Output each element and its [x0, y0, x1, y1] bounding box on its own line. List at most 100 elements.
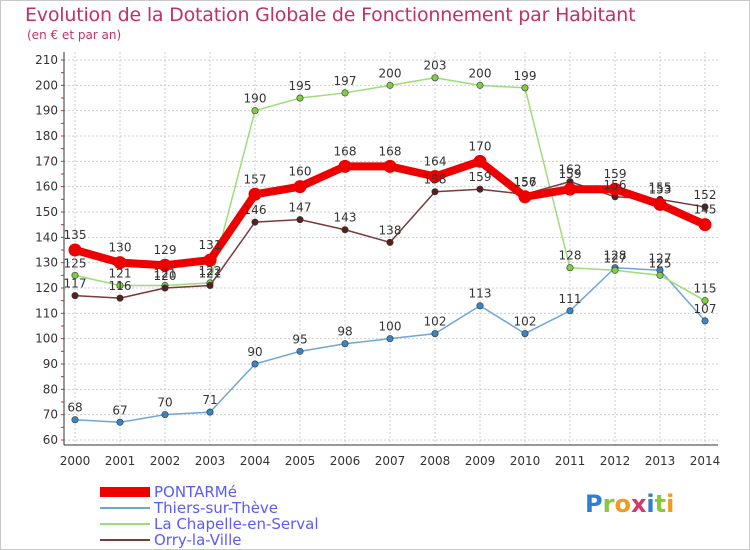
point-pontarme	[383, 159, 397, 173]
point-thiers-sur-the-ve	[161, 411, 169, 419]
data-label-orry-la-ville: 143	[334, 211, 357, 225]
point-orry-la-ville	[296, 216, 304, 224]
point-orry-la-ville	[251, 218, 259, 226]
point-pontarme	[338, 159, 352, 173]
legend-item-orry-la-ville: Orry-la-Ville	[100, 532, 319, 548]
y-tick-label: 80	[43, 382, 58, 396]
data-label-la-chapelle-en-serval: 203	[424, 59, 447, 73]
data-label-orry-la-ville: 156	[604, 178, 627, 192]
data-label-thiers-sur-the-ve: 127	[649, 251, 672, 265]
data-label-pontarme: 170	[469, 139, 492, 153]
data-label-la-chapelle-en-serval: 195	[289, 79, 312, 93]
point-pontarme	[293, 180, 307, 194]
point-la-chapelle-en-serval	[251, 107, 259, 115]
data-label-thiers-sur-the-ve: 90	[247, 345, 262, 359]
point-orry-la-ville	[701, 203, 709, 211]
point-pontarme	[203, 253, 217, 267]
x-tick-label: 2014	[690, 454, 721, 468]
data-label-la-chapelle-en-serval: 128	[559, 249, 582, 263]
point-orry-la-ville	[476, 185, 484, 193]
x-tick-label: 2004	[240, 454, 271, 468]
point-thiers-sur-the-ve	[566, 307, 574, 315]
data-label-orry-la-ville: 157	[514, 175, 537, 189]
point-la-chapelle-en-serval	[386, 81, 394, 89]
legend-item-thiers-sur-the-ve: Thiers-sur-Thève	[100, 500, 319, 516]
point-la-chapelle-en-serval	[71, 271, 79, 279]
data-label-orry-la-ville: 117	[64, 277, 87, 291]
data-label-orry-la-ville: 116	[109, 279, 132, 293]
data-label-thiers-sur-the-ve: 100	[379, 320, 402, 334]
data-label-orry-la-ville: 147	[289, 201, 312, 215]
logo-letter: i	[666, 490, 675, 518]
y-tick-label: 170	[35, 154, 58, 168]
y-tick-label: 70	[43, 408, 58, 422]
data-label-pontarme: 159	[604, 167, 627, 181]
data-label-orry-la-ville: 121	[199, 266, 222, 280]
point-thiers-sur-the-ve	[116, 418, 124, 426]
x-tick-label: 2003	[195, 454, 226, 468]
point-la-chapelle-en-serval	[296, 94, 304, 102]
point-la-chapelle-en-serval	[656, 271, 664, 279]
point-thiers-sur-the-ve	[476, 302, 484, 310]
data-label-orry-la-ville: 158	[424, 173, 447, 187]
data-label-pontarme: 130	[109, 241, 132, 255]
data-label-pontarme: 164	[424, 155, 447, 169]
data-label-la-chapelle-en-serval: 199	[514, 69, 537, 83]
data-label-thiers-sur-the-ve: 128	[604, 249, 627, 263]
legend-label: PONTARMé	[154, 483, 237, 501]
point-pontarme	[518, 190, 532, 204]
point-pontarme	[158, 258, 172, 272]
chart-title: Evolution de la Dotation Globale de Fonc…	[25, 4, 636, 26]
point-thiers-sur-the-ve	[296, 347, 304, 355]
legend-swatch	[100, 539, 150, 541]
logo-letter: x	[630, 490, 647, 518]
y-tick-label: 100	[35, 332, 58, 346]
legend-label: La Chapelle-en-Serval	[154, 515, 319, 533]
series-lines	[68, 74, 712, 426]
data-label-la-chapelle-en-serval: 190	[244, 92, 267, 106]
x-tick-label: 2008	[420, 454, 451, 468]
y-tick-label: 210	[35, 53, 58, 67]
data-label-orry-la-ville: 138	[379, 223, 402, 237]
data-label-pontarme: 168	[379, 144, 402, 158]
legend-label: Thiers-sur-Thève	[154, 499, 279, 517]
data-label-la-chapelle-en-serval: 121	[109, 266, 132, 280]
data-label-thiers-sur-the-ve: 95	[292, 332, 307, 346]
y-tick-label: 180	[35, 129, 58, 143]
y-tick-label: 160	[35, 180, 58, 194]
data-label-orry-la-ville: 146	[244, 203, 267, 217]
data-label-la-chapelle-en-serval: 125	[649, 256, 672, 270]
data-label-la-chapelle-en-serval: 122	[199, 264, 222, 278]
data-label-pontarme: 156	[514, 175, 537, 189]
legend-swatch	[100, 507, 150, 509]
data-label-thiers-sur-the-ve: 102	[514, 315, 537, 329]
y-tick-label: 120	[35, 281, 58, 295]
data-label-thiers-sur-the-ve: 71	[202, 393, 217, 407]
data-label-la-chapelle-en-serval: 125	[64, 256, 87, 270]
x-tick-label: 2006	[330, 454, 361, 468]
legend-swatch	[100, 523, 150, 525]
point-thiers-sur-the-ve	[431, 330, 439, 338]
data-label-thiers-sur-the-ve: 68	[67, 401, 82, 415]
data-label-pontarme: 168	[334, 144, 357, 158]
point-orry-la-ville	[71, 292, 79, 300]
point-pontarme	[248, 187, 262, 201]
x-tick-label: 2010	[510, 454, 541, 468]
data-label-thiers-sur-the-ve: 98	[337, 325, 352, 339]
data-label-orry-la-ville: 155	[649, 180, 672, 194]
axes: 60 70 80 90 100 110 120 130 140 150 160 170 180 190 20…	[35, 52, 720, 468]
y-tick-label: 190	[35, 104, 58, 118]
point-thiers-sur-the-ve	[341, 340, 349, 348]
chart-subtitle: (en € et par an)	[27, 28, 122, 42]
data-label-la-chapelle-en-serval: 121	[154, 266, 177, 280]
y-tick-label: 90	[43, 357, 58, 371]
point-thiers-sur-the-ve	[701, 317, 709, 325]
legend-item-pontarme: PONTARMé	[100, 484, 319, 500]
legend: PONTARMé Thiers-sur-Thève La Chapelle-en-S…	[100, 484, 319, 548]
point-la-chapelle-en-serval	[341, 89, 349, 97]
proxiti-logo: Proxiti	[585, 490, 674, 518]
x-tick-label: 2002	[150, 454, 181, 468]
x-tick-label: 2011	[555, 454, 586, 468]
